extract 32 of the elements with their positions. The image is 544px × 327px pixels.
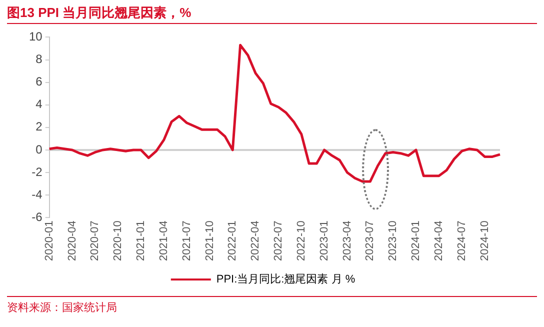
y-tick-label: 6	[36, 74, 43, 89]
x-tick-label: 2021-10	[204, 220, 216, 262]
x-tick-label: 2022-04	[250, 220, 262, 262]
y-tick-label: 2	[36, 120, 43, 134]
x-tick-label: 2023-07	[364, 220, 376, 262]
y-tick-label: -2	[32, 164, 43, 179]
x-tick-label: 2022-01	[226, 220, 239, 262]
y-tick-label: -4	[32, 187, 43, 202]
x-tick-label: 2022-10	[295, 220, 308, 262]
x-tick-label: 2022-07	[272, 220, 285, 262]
x-tick-label: 2024-10	[478, 220, 491, 262]
y-tick-label: -6	[32, 210, 43, 224]
x-tick-label: 2024-04	[432, 220, 445, 262]
x-tick-label: 2021-04	[158, 220, 170, 262]
x-tick-label: 2020-10	[112, 220, 124, 262]
x-tick-label: 2021-07	[180, 220, 193, 262]
text: 资料来源：国家统计局	[7, 300, 117, 315]
x-tick-label: 2020-04	[66, 220, 78, 262]
y-tick-label: 10	[28, 30, 43, 44]
x-tick-label: 2024-07	[456, 220, 468, 262]
y-tick-label: 8	[36, 52, 43, 66]
x-tick-label: 2023-10	[387, 220, 400, 262]
chart-title: 图13 PPI 当月同比翘尾因素，%	[7, 4, 192, 22]
x-tick-label: 2020-01	[43, 220, 56, 262]
x-tick-label: 2021-01	[135, 220, 148, 262]
y-tick-label: 0	[36, 142, 43, 156]
x-tick-label: 2023-04	[341, 220, 354, 262]
x-tick-label: 2020-07	[89, 220, 102, 262]
y-tick-label: 4	[36, 97, 43, 112]
legend-label: PPI:当月同比:翘尾因素 月 %	[216, 272, 356, 286]
x-tick-label: 2023-01	[318, 220, 330, 262]
x-tick-label: 2024-01	[410, 220, 422, 262]
